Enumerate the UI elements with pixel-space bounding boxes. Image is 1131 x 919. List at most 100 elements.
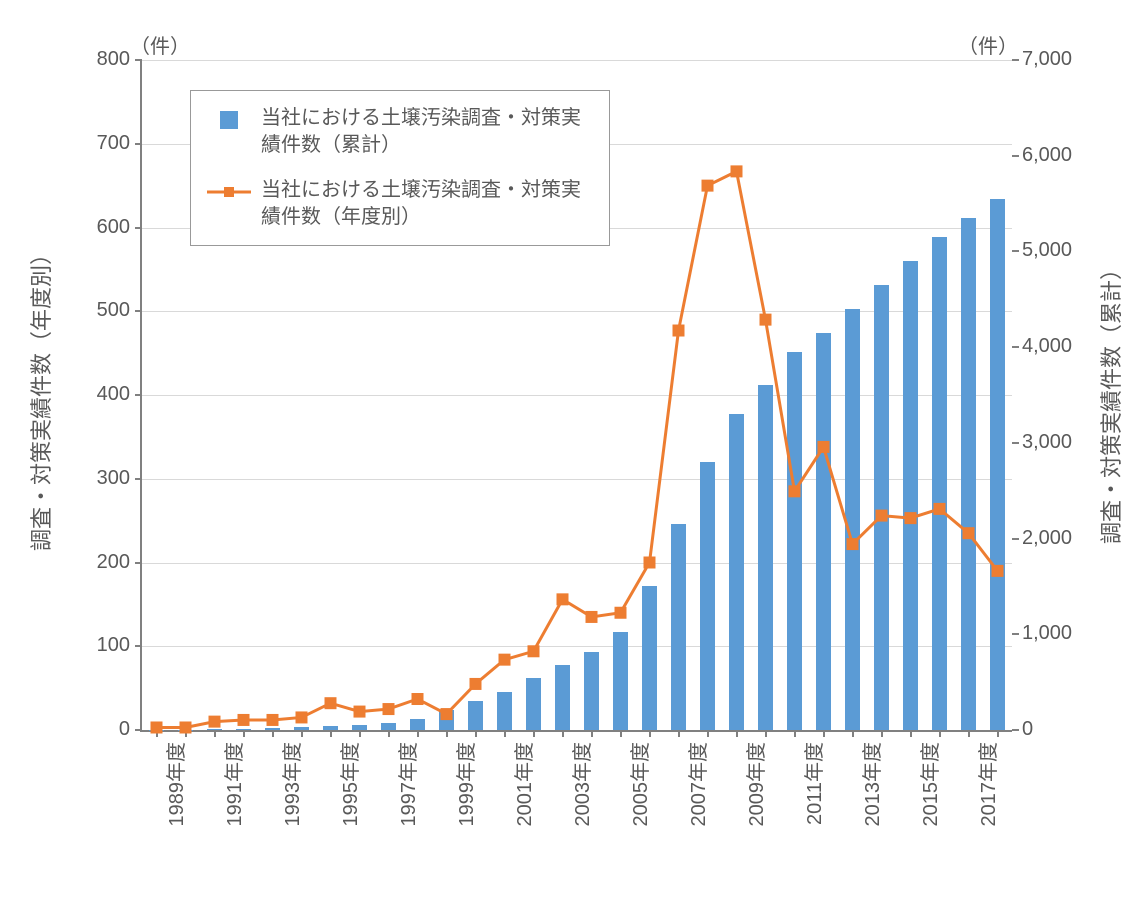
y-left-tick: 600 [80,216,130,239]
legend: 当社における土壌汚染調査・対策実績件数（累計） 当社における土壌汚染調査・対策実… [190,90,610,246]
line-series [157,171,998,727]
x-tick-label: 2011年度 [798,742,827,842]
y-left-tick-mark [135,478,142,480]
x-tick-mark [243,730,245,737]
legend-item-line: 当社における土壌汚染調査・対策実績件数（年度別） [207,177,593,231]
y-right-tick: 1,000 [1022,622,1072,645]
x-tick-mark [446,730,448,737]
x-tick-label: 2013年度 [856,742,885,842]
y-left-tick: 200 [80,551,130,574]
y-right-tick-mark [1012,729,1019,731]
x-tick-mark [330,730,332,737]
y-right-tick: 2,000 [1022,527,1072,550]
x-tick-mark [997,730,999,737]
line-marker [499,654,511,666]
x-tick-label: 2009年度 [740,742,769,842]
y-left-title: 調査・対策実績件数（年度別） [24,251,56,551]
line-marker [702,180,714,192]
x-tick-mark [939,730,941,737]
y-left-tick: 400 [80,383,130,406]
line-marker [615,607,627,619]
line-marker [905,512,917,524]
legend-swatch-line [207,181,251,203]
x-tick-mark [736,730,738,737]
x-tick-mark [417,730,419,737]
y-left-tick: 800 [80,48,130,71]
y-left-tick: 500 [80,299,130,322]
chart-container: （件） （件） 調査・対策実績件数（年度別） 調査・対策実績件数（累計） 当社に… [0,0,1131,919]
line-marker [209,716,221,728]
line-marker [557,593,569,605]
x-tick-label: 2005年度 [624,742,653,842]
x-tick-label: 1997年度 [392,742,421,842]
line-marker [412,693,424,705]
y-left-tick-mark [135,729,142,731]
y-left-tick: 700 [80,132,130,155]
y-right-unit: （件） [958,30,1018,59]
line-marker [934,503,946,515]
legend-item-bars: 当社における土壌汚染調査・対策実績件数（累計） [207,105,593,159]
x-tick-mark [504,730,506,737]
x-tick-mark [794,730,796,737]
y-left-tick-mark [135,562,142,564]
y-left-tick-mark [135,394,142,396]
x-tick-label: 1999年度 [450,742,479,842]
y-left-tick-mark [135,227,142,229]
line-marker [180,721,192,733]
x-tick-label: 2017年度 [972,742,1001,842]
y-right-tick-mark [1012,346,1019,348]
line-marker [528,645,540,657]
y-left-tick: 300 [80,467,130,490]
y-right-tick-mark [1012,250,1019,252]
y-right-title: 調査・対策実績件数（累計） [1094,251,1126,551]
line-marker [992,565,1004,577]
y-left-tick: 0 [80,718,130,741]
x-tick-mark [475,730,477,737]
line-marker [441,708,453,720]
x-tick-mark [359,730,361,737]
line-marker [296,711,308,723]
y-right-tick-mark [1012,155,1019,157]
x-tick-label: 2007年度 [682,742,711,842]
line-marker [267,714,279,726]
x-tick-mark [649,730,651,737]
y-right-tick-mark [1012,538,1019,540]
line-marker [876,510,888,522]
line-marker [731,165,743,177]
line-marker [383,703,395,715]
y-right-tick: 6,000 [1022,144,1072,167]
x-tick-label: 2003年度 [566,742,595,842]
x-tick-label: 2001年度 [508,742,537,842]
legend-label-bars: 当社における土壌汚染調査・対策実績件数（累計） [261,105,593,159]
x-tick-label: 1989年度 [160,742,189,842]
y-left-tick-mark [135,310,142,312]
line-marker [470,678,482,690]
x-tick-label: 1995年度 [334,742,363,842]
line-marker [847,538,859,550]
legend-swatch-bar [207,109,251,131]
x-tick-mark [533,730,535,737]
line-marker [238,714,250,726]
y-right-tick: 0 [1022,718,1033,741]
legend-label-line: 当社における土壌汚染調査・対策実績件数（年度別） [261,177,593,231]
y-right-tick-mark [1012,633,1019,635]
line-marker [325,697,337,709]
line-marker [760,314,772,326]
y-right-tick: 7,000 [1022,48,1072,71]
y-right-tick-mark [1012,442,1019,444]
x-tick-mark [765,730,767,737]
x-tick-mark [301,730,303,737]
x-tick-mark [272,730,274,737]
x-tick-mark [910,730,912,737]
line-marker [818,441,830,453]
line-marker [963,527,975,539]
y-right-tick: 3,000 [1022,431,1072,454]
y-left-tick-mark [135,645,142,647]
x-tick-mark [591,730,593,737]
x-tick-label: 2015年度 [914,742,943,842]
line-marker [354,706,366,718]
line-marker [673,325,685,337]
x-tick-mark [214,730,216,737]
y-right-tick: 5,000 [1022,239,1072,262]
x-tick-mark [678,730,680,737]
